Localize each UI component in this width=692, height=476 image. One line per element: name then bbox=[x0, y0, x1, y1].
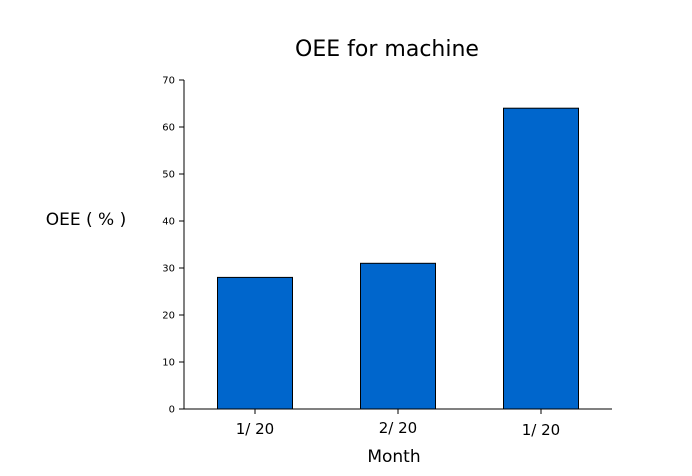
bar-3 bbox=[503, 107, 579, 410]
x-tick-label: 1/ 20 bbox=[522, 421, 560, 439]
x-tick-label: 2/ 20 bbox=[379, 419, 417, 437]
y-tick-label: 60 bbox=[162, 123, 175, 134]
y-tick-label: 50 bbox=[162, 170, 175, 181]
y-tick-label: 70 bbox=[162, 76, 175, 87]
y-tick-label: 0 bbox=[169, 405, 175, 416]
bar-1 bbox=[217, 276, 293, 410]
x-axis-label: Month bbox=[367, 447, 420, 467]
plot-area: 0 10 20 30 40 50 60 70 1/ 20 2/ 20 1/ 20 bbox=[162, 76, 612, 439]
bar-2 bbox=[360, 262, 436, 410]
x-tick-label: 1/ 20 bbox=[236, 420, 274, 438]
chart-title: OEE for machine bbox=[295, 37, 479, 62]
y-tick-label: 20 bbox=[162, 311, 175, 322]
y-tick-label: 10 bbox=[162, 358, 175, 369]
y-tick-label: 30 bbox=[162, 264, 175, 275]
y-axis-label: OEE ( % ) bbox=[46, 210, 127, 230]
y-tick-label: 40 bbox=[162, 217, 175, 228]
